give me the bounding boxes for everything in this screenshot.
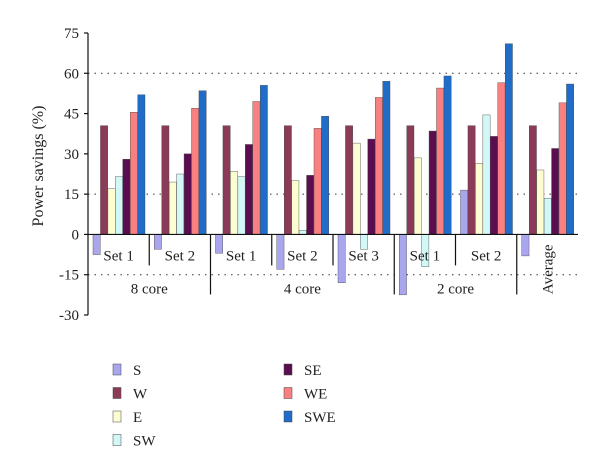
bar-SWE-6	[505, 43, 513, 235]
bar-S-5	[399, 234, 407, 296]
bar-SWE-0	[137, 94, 146, 235]
category-label: Set 3	[348, 248, 378, 264]
legend-label: S	[133, 363, 141, 379]
bar-E-6	[475, 163, 483, 235]
group-label: 2 core	[437, 281, 474, 297]
bar-SWE-1	[198, 90, 207, 235]
bar-SWE-2	[260, 85, 268, 235]
bar-S-0	[92, 234, 101, 255]
legend-label: SE	[304, 363, 322, 379]
bar-W-3	[284, 125, 292, 235]
bar-SWE-4	[382, 81, 391, 235]
legend-swatch	[112, 363, 122, 376]
y-axis-title: Power savings (%)	[30, 106, 47, 227]
bar-SW-2	[237, 176, 246, 235]
bar-E-3	[291, 180, 300, 235]
bar-WE-7	[558, 102, 567, 235]
category-label: Set 2	[165, 248, 195, 264]
legend-swatch	[112, 410, 122, 423]
category-label: Set 2	[287, 248, 317, 264]
bar-WE-6	[497, 82, 506, 235]
bar-SWE-7	[566, 83, 574, 235]
bar-S-2	[215, 234, 224, 254]
bar-SE-7	[551, 148, 560, 235]
bar-W-7	[529, 125, 537, 235]
bar-E-1	[168, 181, 177, 235]
y-tick-label: -15	[59, 268, 79, 284]
bar-W-4	[345, 125, 353, 235]
category-label: Set 1	[410, 248, 440, 264]
legend-label: E	[133, 410, 142, 426]
bar-SE-5	[428, 130, 437, 235]
bar-WE-2	[252, 101, 261, 235]
bar-WE-1	[191, 107, 200, 235]
category-label: Set 1	[103, 248, 133, 264]
bar-W-0	[100, 125, 108, 235]
bar-E-7	[536, 169, 545, 235]
bar-WE-0	[130, 112, 138, 235]
bar-W-2	[222, 125, 231, 235]
bar-SE-0	[122, 159, 131, 235]
legend-swatch	[283, 363, 293, 376]
bar-S-3	[276, 234, 285, 270]
bar-SW-1	[176, 173, 185, 235]
legend-label: WE	[304, 387, 327, 403]
y-tick-label: 0	[72, 227, 80, 243]
legend-label: W	[133, 387, 148, 403]
bar-S-1	[154, 234, 162, 250]
bar-SW-3	[298, 230, 307, 235]
bar-W-6	[467, 125, 476, 235]
bar-W-5	[406, 125, 415, 235]
legend-swatch	[112, 387, 122, 399]
y-tick-label: 45	[64, 107, 79, 123]
bar-SE-6	[490, 136, 498, 235]
bar-S-6	[460, 189, 469, 235]
group-label: 4 core	[284, 281, 321, 297]
category-label: Set 1	[226, 248, 256, 264]
bar-SW-7	[543, 197, 552, 235]
y-tick-label: 15	[64, 187, 79, 203]
bar-S-7	[521, 234, 530, 257]
bar-E-0	[107, 188, 116, 235]
bar-WE-3	[313, 128, 322, 235]
bar-SWE-3	[321, 116, 329, 235]
bar-E-4	[352, 142, 361, 235]
bar-WE-5	[436, 87, 445, 235]
group-label: 8 core	[131, 281, 168, 297]
bar-S-4	[337, 234, 346, 283]
bar-SE-1	[183, 153, 192, 235]
y-tick-labels: -30 -15 0 15 30 45 60 75	[59, 26, 79, 324]
bar-W-1	[161, 125, 170, 235]
bar-WE-4	[375, 97, 383, 235]
bar-SE-4	[367, 138, 376, 235]
bar-SE-3	[306, 175, 315, 235]
bar-SWE-5	[443, 75, 452, 235]
legend-swatch	[112, 434, 122, 446]
legend-swatch	[283, 387, 293, 399]
bar-SW-0	[115, 176, 123, 235]
y-tick-label: 30	[64, 147, 79, 163]
y-tick-label: 75	[64, 26, 79, 42]
legend-label: SW	[133, 434, 156, 450]
bar-E-2	[230, 171, 238, 235]
category-label: Set 2	[471, 248, 501, 264]
bar-E-5	[413, 157, 422, 235]
category-labels: Set 1 Set 2 Set 1 Set 2 Set 3 Set 1 Set 2 Avera…	[103, 244, 556, 297]
bar-SE-2	[245, 144, 253, 235]
bar-SW-6	[482, 114, 491, 235]
bars	[92, 43, 574, 296]
y-tick-label: -30	[59, 308, 79, 324]
category-label-average: Average	[540, 244, 556, 294]
legend-swatch	[283, 410, 293, 423]
y-tick-label: 60	[64, 66, 79, 82]
legend-label: SWE	[304, 410, 336, 426]
axes	[84, 32, 578, 316]
bar-SW-4	[360, 234, 368, 250]
